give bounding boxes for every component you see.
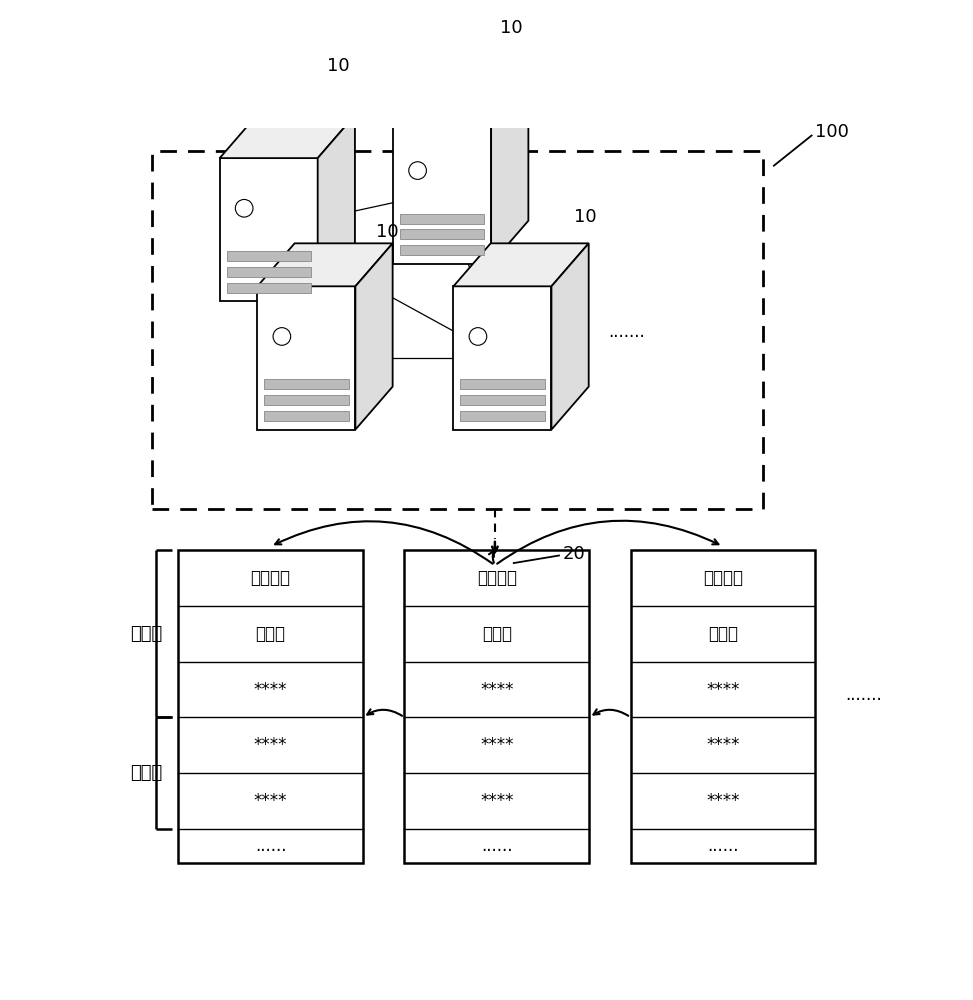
Text: 区块体: 区块体 (130, 764, 162, 782)
Polygon shape (460, 379, 545, 389)
Polygon shape (227, 251, 310, 261)
Polygon shape (265, 411, 348, 421)
Polygon shape (317, 115, 355, 301)
Polygon shape (400, 245, 485, 255)
Text: 10: 10 (500, 19, 523, 37)
Polygon shape (453, 243, 589, 286)
Polygon shape (453, 286, 552, 430)
Polygon shape (257, 243, 393, 286)
Text: 区块高度: 区块高度 (251, 569, 291, 587)
Text: ****: **** (254, 736, 287, 754)
Circle shape (273, 328, 291, 345)
Polygon shape (460, 395, 545, 405)
Text: 10: 10 (574, 208, 596, 226)
Polygon shape (220, 158, 317, 301)
Bar (631, 550, 815, 863)
Polygon shape (400, 229, 485, 239)
Text: ......: ...... (481, 837, 513, 855)
Polygon shape (220, 115, 355, 158)
Bar (152, 151, 763, 509)
Text: 区块高度: 区块高度 (477, 569, 517, 587)
Text: 时间戳: 时间戳 (256, 625, 285, 643)
Text: ****: **** (706, 681, 739, 699)
Text: ****: **** (706, 736, 739, 754)
Text: 10: 10 (376, 223, 398, 241)
Polygon shape (257, 286, 355, 430)
Circle shape (469, 328, 486, 345)
Text: 10: 10 (327, 57, 349, 75)
Text: ****: **** (480, 792, 514, 810)
Polygon shape (227, 267, 310, 277)
Text: .......: ....... (846, 686, 883, 704)
Text: ****: **** (254, 792, 287, 810)
Text: ......: ...... (707, 837, 739, 855)
Bar (405, 550, 590, 863)
Text: 时间戳: 时间戳 (482, 625, 512, 643)
Bar (178, 550, 363, 863)
Polygon shape (491, 77, 528, 264)
Polygon shape (265, 379, 348, 389)
Polygon shape (400, 214, 485, 224)
Circle shape (235, 199, 253, 217)
Polygon shape (355, 243, 393, 430)
Text: 区块高度: 区块高度 (703, 569, 743, 587)
Text: 区块头: 区块头 (130, 625, 162, 643)
Circle shape (409, 162, 426, 179)
Polygon shape (393, 77, 528, 120)
Text: 100: 100 (815, 123, 849, 141)
Text: ****: **** (706, 792, 739, 810)
Text: .......: ....... (608, 323, 645, 341)
Polygon shape (552, 243, 589, 430)
Polygon shape (460, 411, 545, 421)
Text: ****: **** (480, 681, 514, 699)
Text: ......: ...... (255, 837, 286, 855)
Text: 20: 20 (562, 545, 586, 563)
Text: ****: **** (480, 736, 514, 754)
Polygon shape (227, 283, 310, 293)
Text: 时间戳: 时间戳 (708, 625, 738, 643)
Polygon shape (265, 395, 348, 405)
Text: ****: **** (254, 681, 287, 699)
Polygon shape (393, 120, 491, 264)
